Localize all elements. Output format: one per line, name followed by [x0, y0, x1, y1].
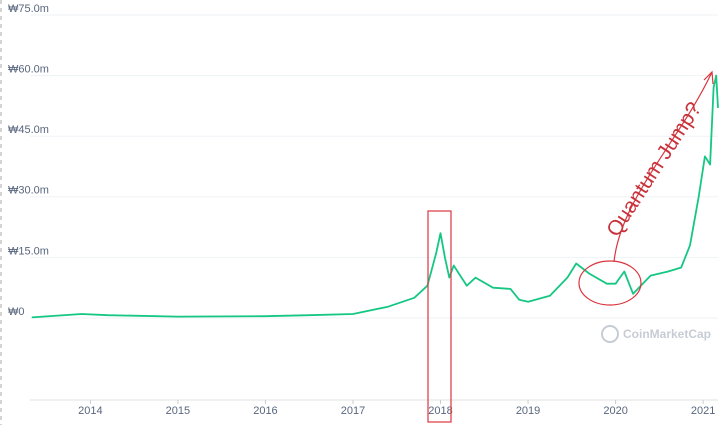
x-tick-label: 2016	[253, 405, 277, 417]
y-tick-label: ₩75.0m	[8, 3, 49, 15]
watermark: CoinMarketCap	[601, 325, 711, 343]
annotation: Quantum Jump?	[602, 98, 706, 241]
x-tick-label: 2015	[166, 405, 190, 417]
y-tick-label: ₩0	[8, 306, 25, 318]
x-tick-label: 2017	[341, 405, 365, 417]
price-line	[31, 74, 719, 319]
watermark-logo	[601, 325, 619, 343]
plot: ₩0 ₩15.0m ₩30.0m ₩45.0m ₩60.0m ₩75.0m 2014 2015…	[8, 3, 719, 417]
highlight-box	[427, 210, 452, 423]
y-tick-label: ₩60.0m	[8, 64, 49, 76]
arrow	[613, 70, 714, 263]
watermark-text: CoinMarketCap	[623, 327, 711, 341]
x-tick-label: 2021	[691, 405, 715, 417]
y-tick-label: ₩45.0m	[8, 124, 49, 136]
highlight-ellipse	[578, 260, 642, 306]
y-tick-label: ₩15.0m	[8, 245, 49, 257]
x-tick-label: 2014	[78, 405, 102, 417]
x-tick-label: 2020	[603, 405, 627, 417]
y-tick-label: ₩30.0m	[8, 185, 49, 197]
x-tick-label: 2019	[516, 405, 540, 417]
x-tick-label: 2018	[428, 405, 452, 417]
